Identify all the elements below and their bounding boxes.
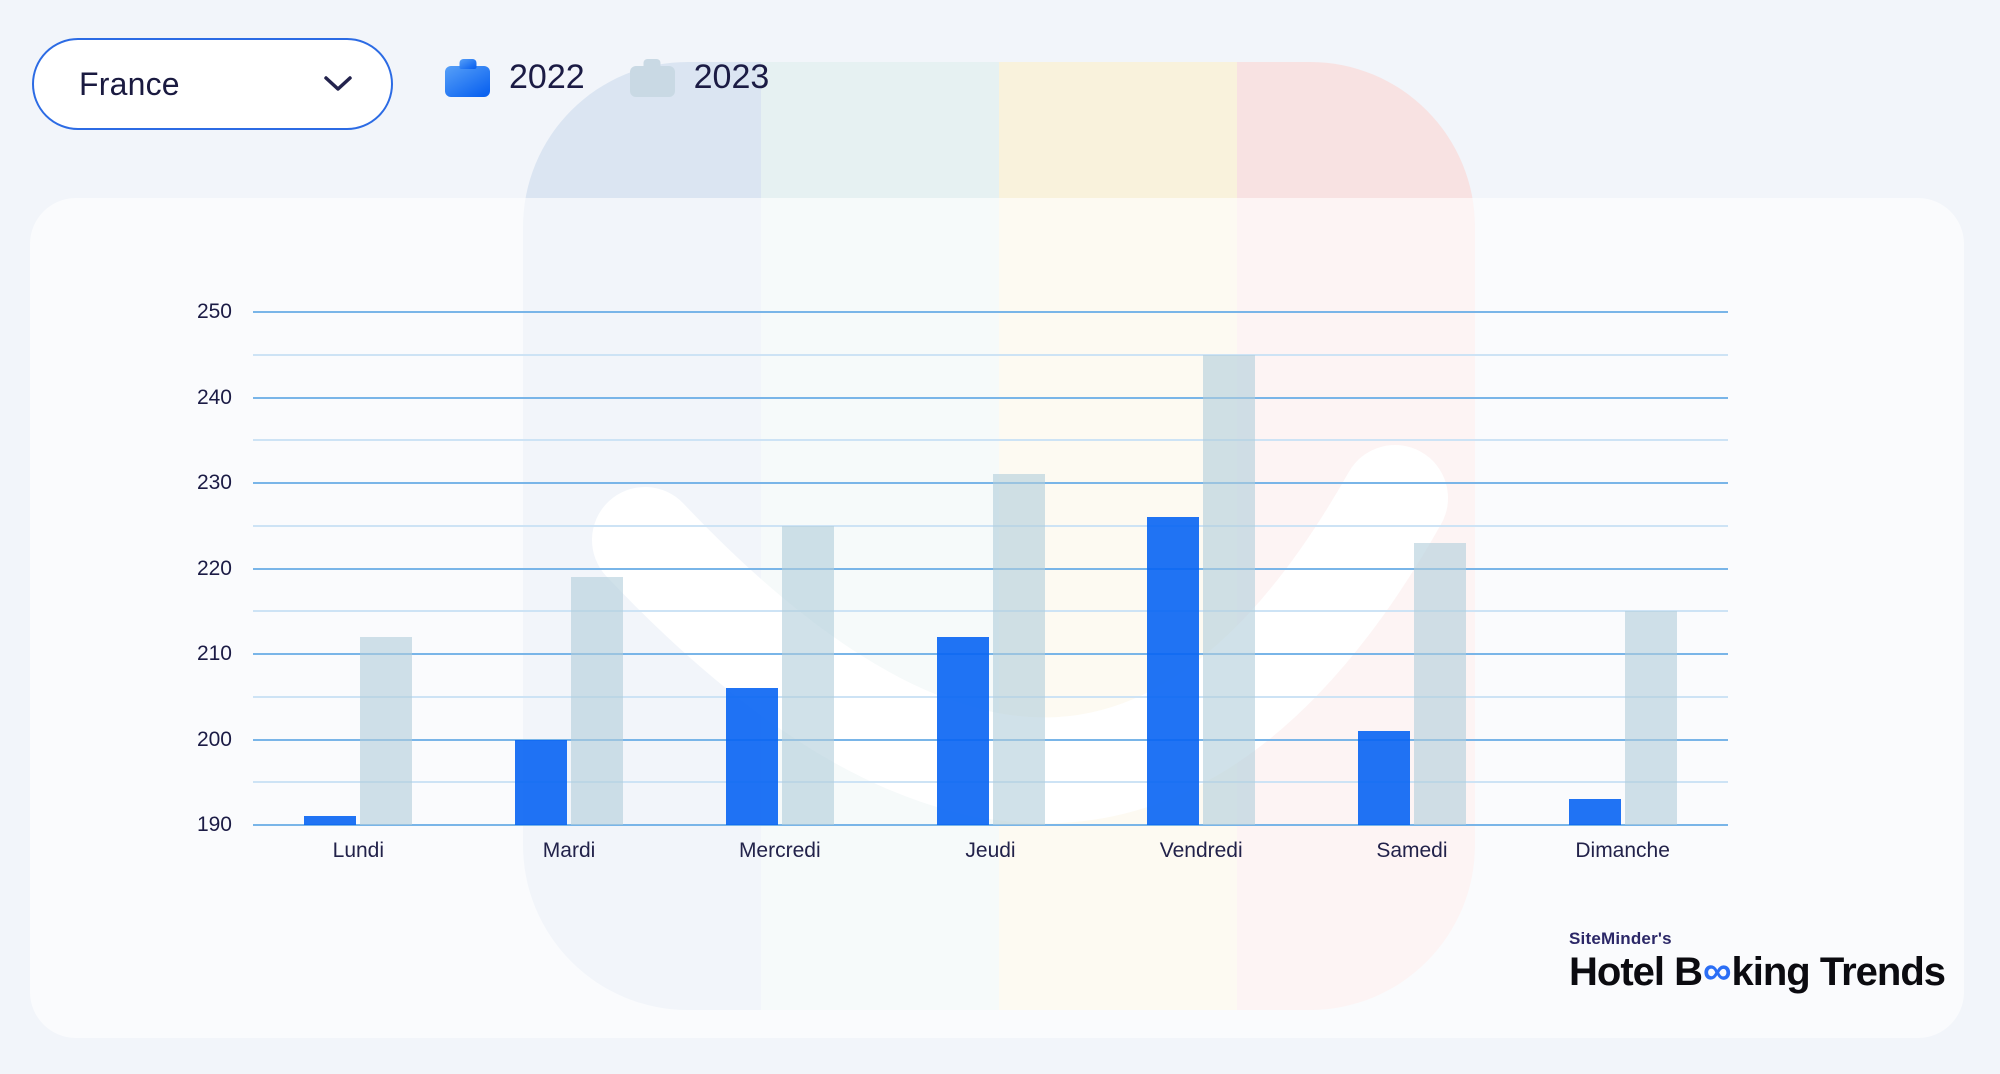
infinity-icon: ∞ (1703, 949, 1731, 993)
briefcase-icon (629, 65, 675, 97)
x-axis-label-mercredi: Mercredi (738, 839, 821, 862)
y-axis-label-190: 190 (196, 813, 232, 836)
legend-item-2023[interactable]: 2023 (629, 58, 770, 97)
bar-2022-dimanche[interactable] (1568, 799, 1621, 825)
gridline-225 (253, 524, 1728, 527)
y-axis-label-250: 250 (196, 300, 232, 323)
y-axis-label-220: 220 (196, 556, 232, 580)
country-dropdown-value: France (79, 65, 180, 102)
gridline-230 (253, 482, 1728, 484)
y-axis-label-200: 200 (196, 727, 232, 751)
bar-2023-samedi[interactable] (1413, 542, 1466, 825)
gridline-220 (253, 567, 1728, 570)
legend-label: 2022 (509, 58, 585, 96)
x-axis-label-lundi: Lundi (332, 839, 385, 862)
x-axis-label-samedi: Samedi (1376, 839, 1448, 862)
bar-2022-mercredi[interactable] (725, 688, 778, 825)
bar-2023-jeudi[interactable] (992, 474, 1045, 825)
brand-company: SiteMinder's (1569, 929, 1672, 948)
bar-2023-lundi[interactable] (360, 636, 413, 825)
x-axis-label-jeudi: Jeudi (965, 839, 1016, 862)
gridline-240 (253, 396, 1728, 399)
legend-item-2022[interactable]: 2022 (445, 58, 585, 97)
country-dropdown[interactable]: France (32, 38, 393, 130)
gridline-245 (253, 353, 1728, 356)
bar-2023-mercredi[interactable] (781, 525, 834, 825)
y-axis-label-210: 210 (196, 642, 232, 665)
brand-logo: SiteMinder's Hotel B∞king Trends (1569, 929, 1946, 995)
gridline-195 (253, 781, 1728, 784)
legend-label: 2023 (693, 58, 770, 96)
gridline-235 (253, 439, 1728, 442)
gridline-250 (253, 311, 1728, 313)
gridline-205 (253, 695, 1728, 698)
x-axis-label-vendredi: Vendredi (1159, 839, 1243, 862)
x-axis-label-mardi: Mardi (542, 839, 596, 862)
gridline-200 (253, 738, 1728, 741)
bar-2022-samedi[interactable] (1357, 730, 1410, 825)
bar-2022-jeudi[interactable] (936, 636, 989, 825)
y-axis-label-240: 240 (196, 385, 232, 409)
y-axis-label-230: 230 (196, 471, 232, 494)
bar-2022-mardi[interactable] (515, 739, 568, 825)
bar-2022-vendredi[interactable] (1147, 517, 1200, 825)
gridline-210 (253, 653, 1728, 655)
chevron-down-icon (323, 75, 353, 93)
bar-chart: 190 200 210 220 230 240 250 Lundi Mardi Mercredi J… (197, 300, 1728, 862)
bar-2022-lundi[interactable] (304, 816, 357, 825)
brand-product-title: Hotel B∞king Trends (1569, 949, 1946, 994)
gridline-215 (253, 610, 1728, 613)
briefcase-icon (445, 65, 490, 97)
legend: 2022 2023 (445, 58, 769, 97)
bar-2023-mardi[interactable] (571, 577, 624, 825)
bar-2023-vendredi[interactable] (1203, 354, 1256, 825)
x-axis-label-dimanche: Dimanche (1575, 839, 1670, 862)
bar-2023-dimanche[interactable] (1624, 611, 1677, 825)
gridline-190 (253, 824, 1728, 826)
